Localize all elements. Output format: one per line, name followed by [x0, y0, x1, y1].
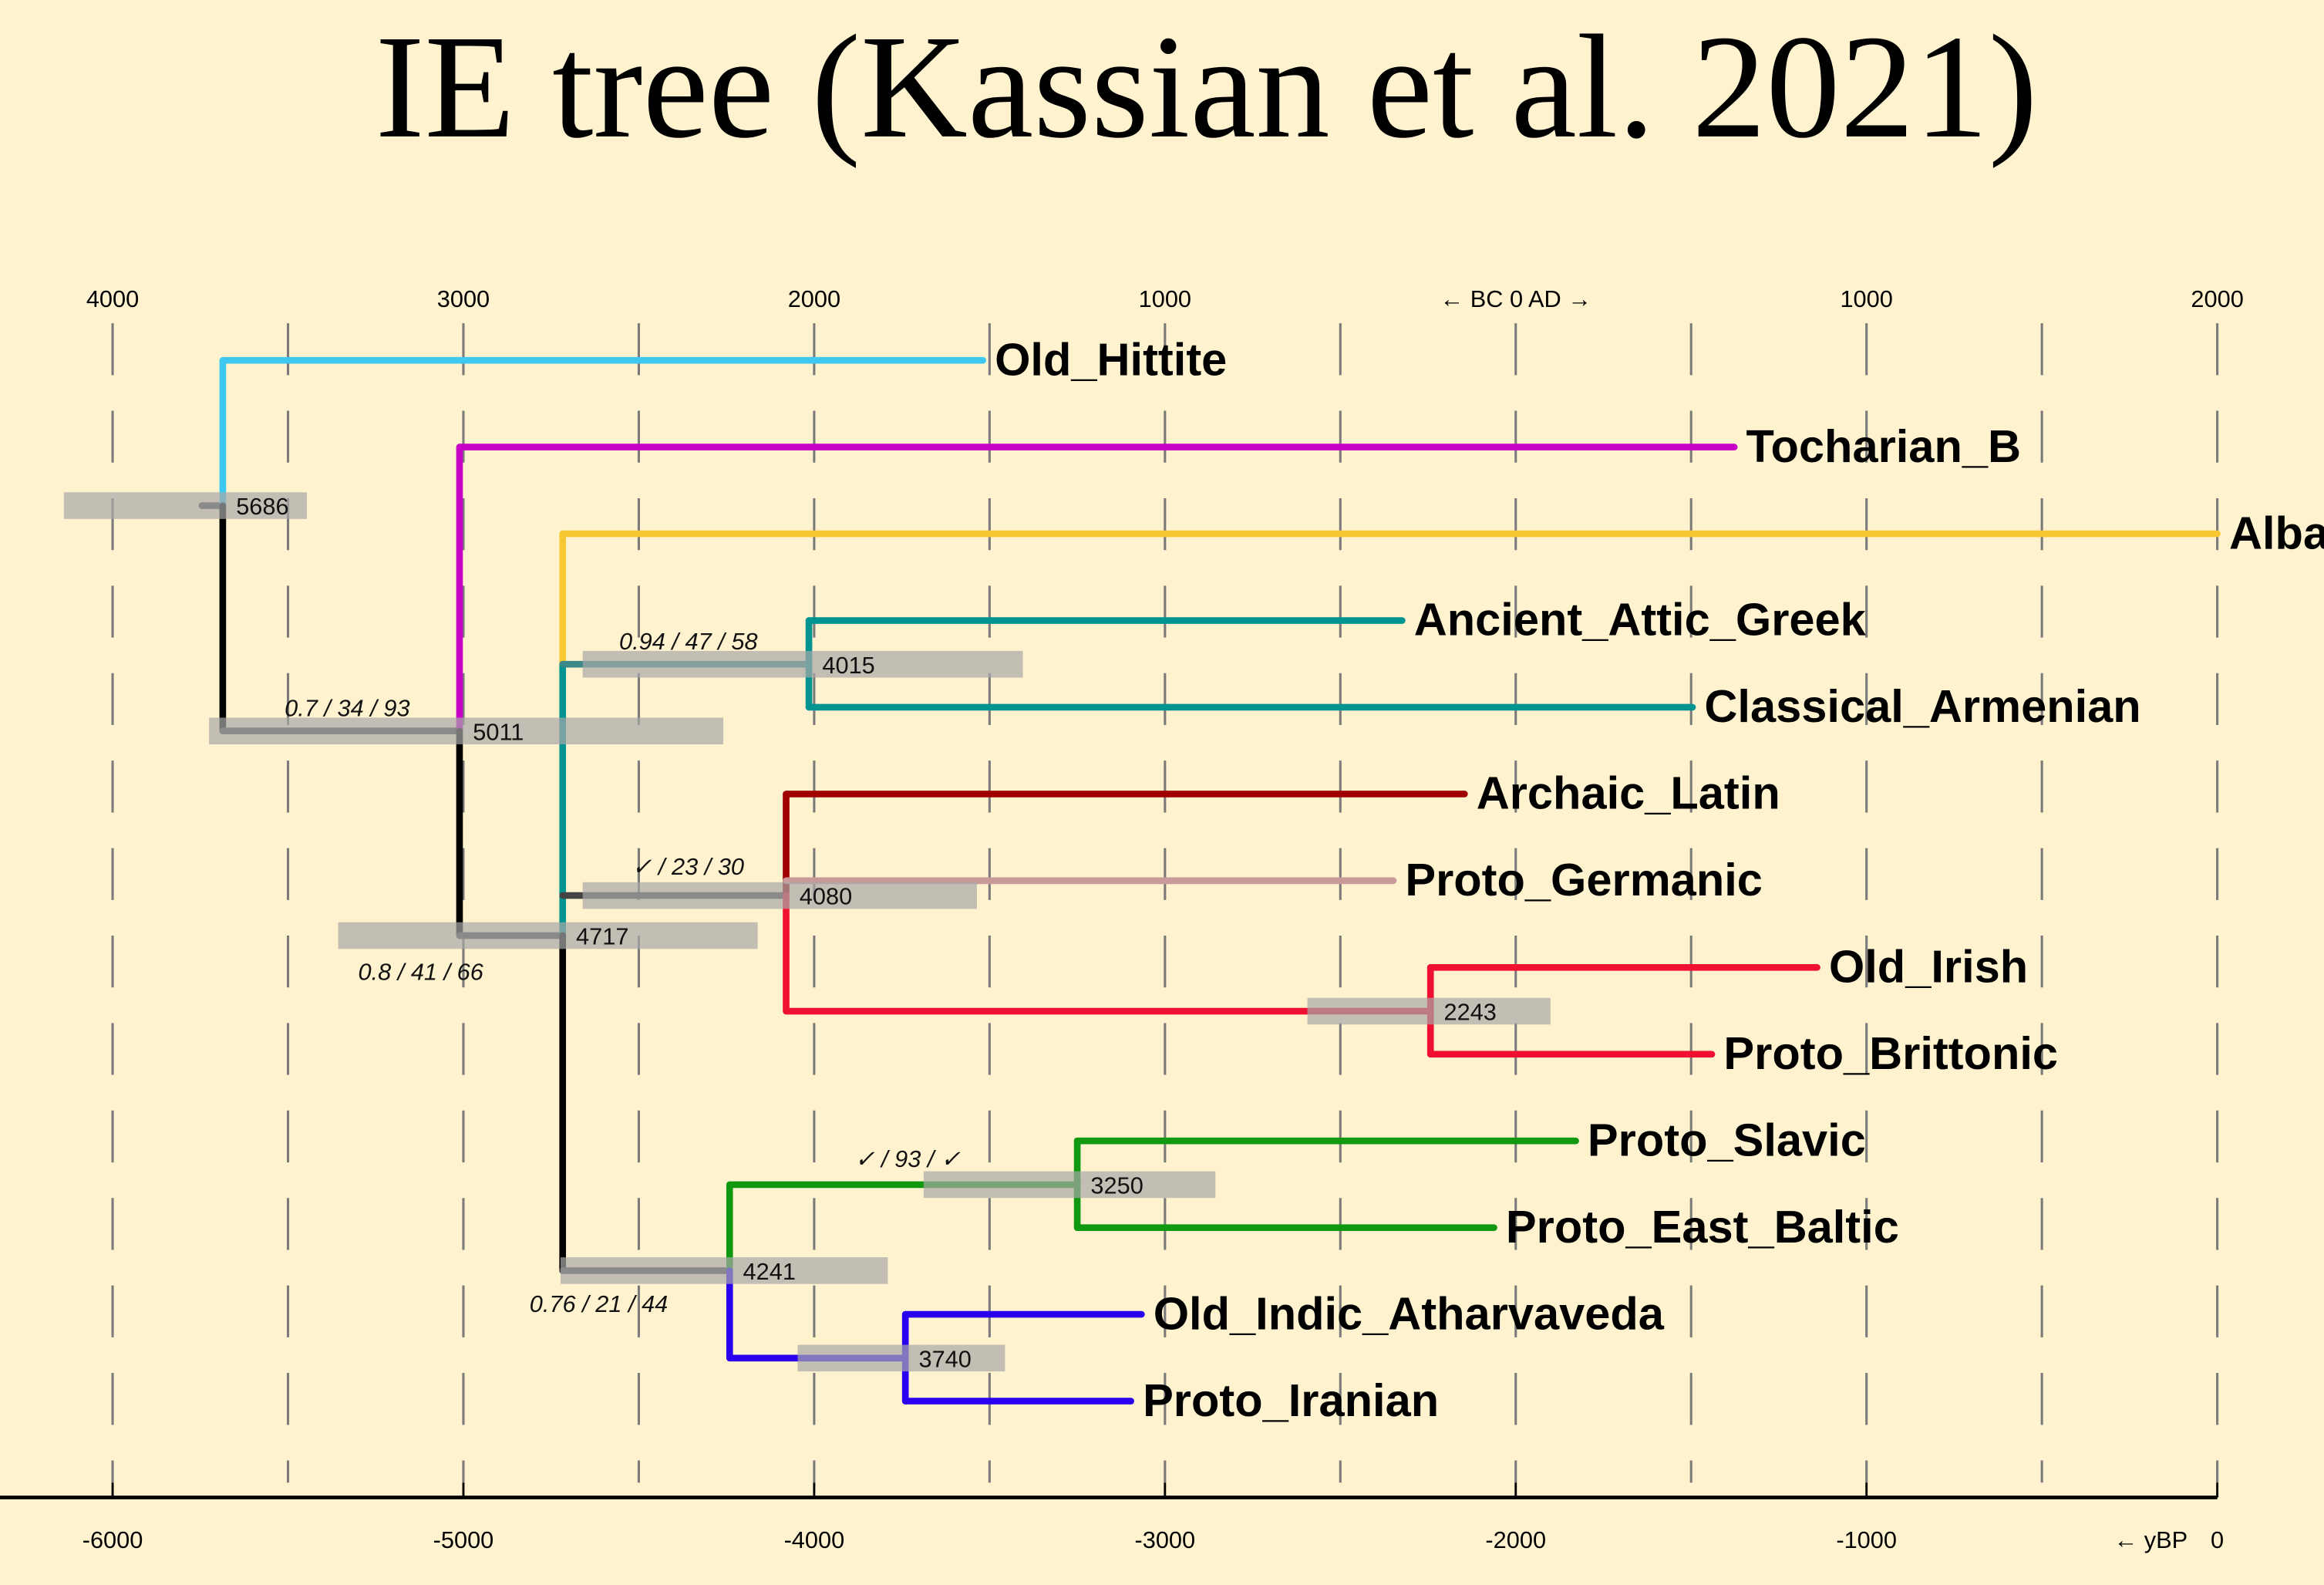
node-age-label: 3740 — [918, 1345, 971, 1372]
x-tick-label: -2000 — [1485, 1526, 1546, 1553]
support-label: ✓ / 23 / 30 — [632, 853, 744, 880]
top-axis-label: 1000 — [1840, 285, 1892, 312]
node-age-label: 4241 — [743, 1258, 796, 1285]
top-axis-label: 2000 — [788, 285, 840, 312]
leaf-label: Ancient_Attic_Greek — [1414, 594, 1867, 646]
support-label: 0.76 / 21 / 44 — [530, 1290, 669, 1317]
support-label: 0.8 / 41 / 66 — [358, 959, 483, 986]
node-age-label: 4717 — [576, 923, 628, 950]
x-tick-label: -4000 — [784, 1526, 845, 1553]
branch-tocharian-b — [456, 443, 1738, 735]
leaf-label: Proto_Germanic — [1405, 854, 1763, 905]
x-tick-label: -1000 — [1836, 1526, 1897, 1553]
branch-archaic-latin — [783, 791, 1468, 899]
leaf-label: Archaic_Latin — [1477, 767, 1780, 819]
chart-title: IE tree (Kassian et al. 2021) — [376, 5, 2038, 169]
tree-labels: 5686 5011 0.7 / 34 / 93 4717 0.8 / 41 / 66 40… — [236, 333, 2324, 1425]
support-label: 0.7 / 34 / 93 — [285, 695, 409, 722]
hpd-bar — [338, 922, 758, 949]
leaf-label: Proto_East_Baltic — [1506, 1201, 1899, 1253]
leaf-label: Tocharian_B — [1746, 420, 2021, 472]
hpd-bar — [560, 1257, 888, 1284]
node-age-label: 2243 — [1444, 999, 1497, 1026]
top-axis-label: ← BC 0 AD → — [1440, 285, 1591, 312]
leaf-label: Old_Irish — [1829, 941, 2028, 993]
leaf-label: Classical_Armenian — [1704, 680, 2140, 732]
grid — [111, 323, 2219, 1483]
x-tick-label: 0 — [2211, 1526, 2224, 1553]
top-axis-label: 2000 — [2191, 285, 2243, 312]
leaf-label: Proto_Iranian — [1143, 1374, 1439, 1426]
top-axis-label: 3000 — [437, 285, 490, 312]
hpd-bars — [63, 492, 1551, 1372]
top-axis-label: 1000 — [1139, 285, 1191, 312]
x-tick-label: -3000 — [1134, 1526, 1195, 1553]
leaf-label: Proto_Slavic — [1588, 1114, 1866, 1165]
support-label: 0.94 / 47 / 58 — [619, 628, 758, 655]
hpd-bar — [63, 492, 308, 519]
hpd-bar — [923, 1171, 1216, 1199]
support-label: ✓ / 93 / ✓ — [855, 1145, 961, 1172]
branch-albanian — [559, 530, 2221, 668]
hpd-bar — [582, 882, 977, 909]
hpd-bar — [209, 717, 724, 745]
leaf-label: Proto_Brittonic — [1723, 1027, 2058, 1079]
hpd-bar — [797, 1344, 1005, 1372]
top-axis-label: 4000 — [86, 285, 139, 312]
x-tick-label: -6000 — [83, 1526, 143, 1553]
tree-edges — [198, 356, 2221, 1405]
hpd-bar — [1307, 997, 1551, 1025]
leaf-label: Old_Hittite — [995, 333, 1227, 385]
node-age-label: 5686 — [236, 493, 288, 520]
x-tick-label: -5000 — [433, 1526, 494, 1553]
node-age-label: 4015 — [822, 652, 874, 679]
axes: -6000 -5000 -4000 -3000 -2000 -1000 0 ← yBP 4000… — [0, 285, 2244, 1553]
node-age-label: 5011 — [473, 718, 524, 745]
node-age-label: 3250 — [1090, 1172, 1143, 1199]
branch-celtic — [783, 892, 1434, 1015]
leaf-label: Old_Indic_Atharvaveda — [1154, 1287, 1665, 1339]
hpd-bar — [582, 650, 1023, 678]
leaf-label: Albanian — [2229, 507, 2324, 558]
x-axis-label: ← yBP — [2113, 1526, 2188, 1553]
node-age-label: 4080 — [800, 883, 852, 910]
branch-old-hittite — [219, 356, 987, 509]
